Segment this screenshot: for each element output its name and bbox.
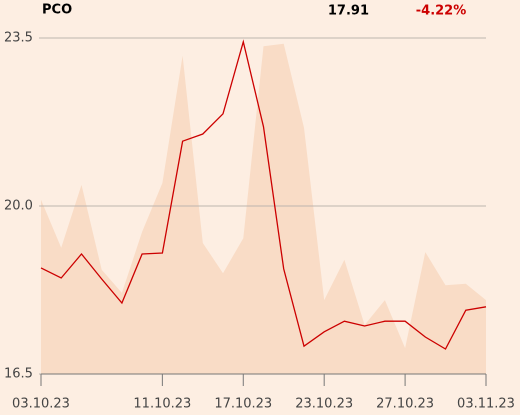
chart-title: PCO (42, 3, 72, 18)
y-tick-label: 16.5 (4, 367, 33, 382)
change: -4.22% (416, 4, 467, 19)
x-tick-label: 27.10.23 (376, 397, 434, 412)
line (40, 39, 487, 350)
y-tick-label: 23.5 (4, 31, 33, 46)
price: 17.91 (328, 4, 369, 19)
x-tick-label: 17.10.23 (214, 397, 272, 412)
x-tick-label: 03.11.23 (457, 397, 515, 412)
area (41, 43, 486, 375)
x-tick-label: 03.10.23 (12, 397, 70, 412)
y-tick-label: 20.0 (4, 199, 33, 214)
x-tick-label: 11.10.23 (133, 397, 191, 412)
x-tick-label: 23.10.23 (295, 397, 353, 412)
